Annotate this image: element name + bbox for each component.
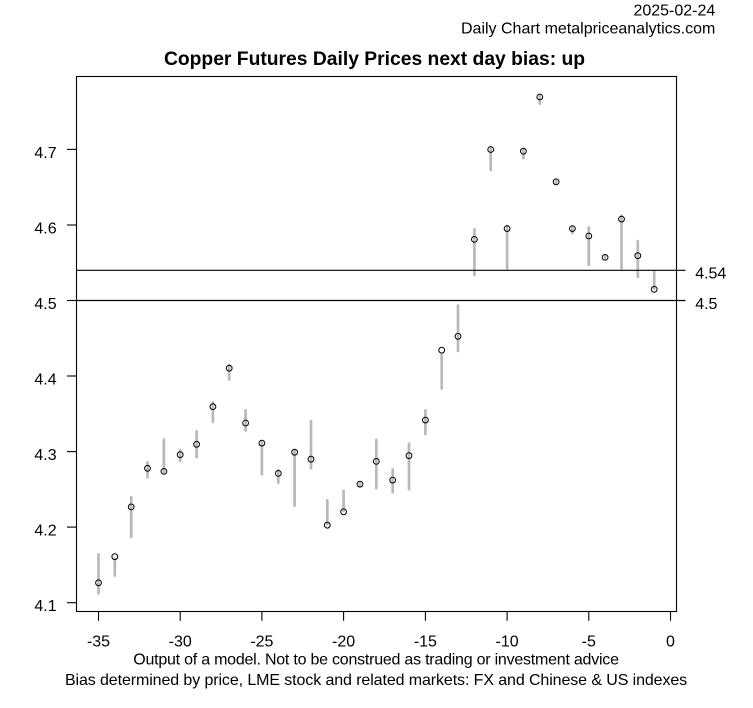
svg-text:4.1: 4.1 (34, 598, 56, 615)
svg-text:-15: -15 (414, 634, 437, 651)
svg-text:4.54: 4.54 (695, 266, 726, 283)
svg-text:Daily Chart metalpriceanalytic: Daily Chart metalpriceanalytics.com (461, 21, 715, 38)
svg-text:-25: -25 (250, 634, 273, 651)
svg-text:Output of a model. Not to be c: Output of a model. Not to be construed a… (133, 652, 619, 669)
svg-text:4.2: 4.2 (34, 523, 56, 540)
svg-text:4.5: 4.5 (695, 296, 717, 313)
svg-text:-5: -5 (582, 634, 596, 651)
svg-text:2025-02-24: 2025-02-24 (633, 3, 715, 20)
svg-text:4.4: 4.4 (34, 372, 56, 389)
svg-text:0: 0 (666, 634, 675, 651)
svg-text:4.7: 4.7 (34, 145, 56, 162)
svg-text:-20: -20 (332, 634, 355, 651)
svg-text:-30: -30 (169, 634, 192, 651)
svg-text:4.5: 4.5 (34, 296, 56, 313)
svg-text:-10: -10 (496, 634, 519, 651)
svg-text:-35: -35 (87, 634, 110, 651)
svg-text:4.6: 4.6 (34, 221, 56, 238)
svg-text:4.3: 4.3 (34, 447, 56, 464)
svg-text:Bias determined by price, LME: Bias determined by price, LME stock and … (65, 672, 687, 689)
svg-text:Copper Futures Daily Prices ne: Copper Futures Daily Prices next day bia… (164, 49, 585, 70)
